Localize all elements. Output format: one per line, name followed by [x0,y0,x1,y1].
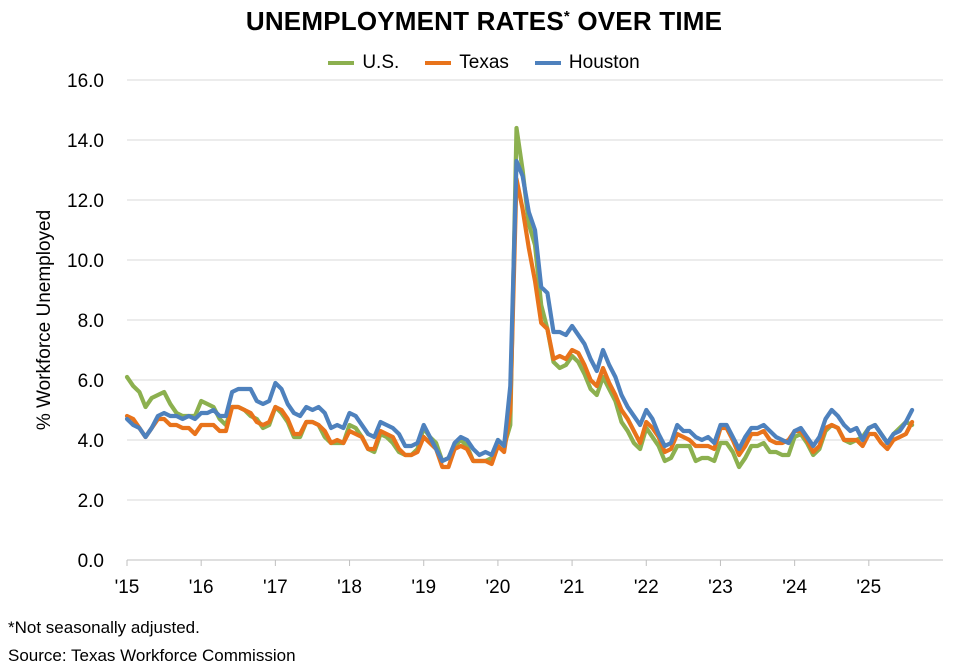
x-tick-label: '22 [634,577,659,598]
y-tick-label: 10.0 [67,251,104,272]
legend-swatch-houston [534,61,561,65]
x-tick-label: '24 [782,577,807,598]
footnote-source: Source: Texas Workforce Commission [8,646,296,665]
y-tick-label: 2.0 [78,491,104,512]
series-line-us [124,125,915,470]
x-tick-label: '17 [263,577,288,598]
x-tick-label: '19 [411,577,436,598]
x-tick-label: '20 [486,577,511,598]
chart-title: UNEMPLOYMENT RATES* OVER TIME [0,6,968,37]
x-tick-label: '18 [337,577,362,598]
chart-title-text: UNEMPLOYMENT RATES [245,6,564,36]
legend-label-texas: Texas [459,52,509,73]
legend-swatch-us [328,61,355,65]
y-tick-label: 4.0 [78,431,104,452]
series-line-houston [124,158,915,464]
chart-title-asterisk: * [563,8,570,25]
x-tick-label: '21 [560,577,585,598]
x-tick-label: '23 [708,577,733,598]
chart-title-tail: OVER TIME [569,6,723,36]
legend-swatch-texas [425,61,452,65]
legend-label-us: U.S. [362,52,400,73]
y-tick-label: 14.0 [67,131,104,152]
legend-label-houston: Houston [568,52,640,73]
chart-legend: U.S. Texas Houston [0,52,968,74]
footnote-note: *Not seasonally adjusted. [8,618,200,637]
legend-item-houston: Houston [534,52,640,74]
y-tick-label: 8.0 [78,311,104,332]
x-tick-label: '25 [856,577,881,598]
y-tick-label: 0.0 [78,551,104,572]
legend-item-us: U.S. [328,52,399,74]
x-tick-label: '16 [189,577,214,598]
legend-item-texas: Texas [425,52,509,74]
y-tick-label: 12.0 [67,191,104,212]
x-tick-label: '15 [115,577,140,598]
y-tick-label: 6.0 [78,371,104,392]
y-axis-label: % Workforce Unemployed [34,210,55,430]
series-line-texas [124,176,915,470]
y-tick-label: 16.0 [67,71,104,92]
